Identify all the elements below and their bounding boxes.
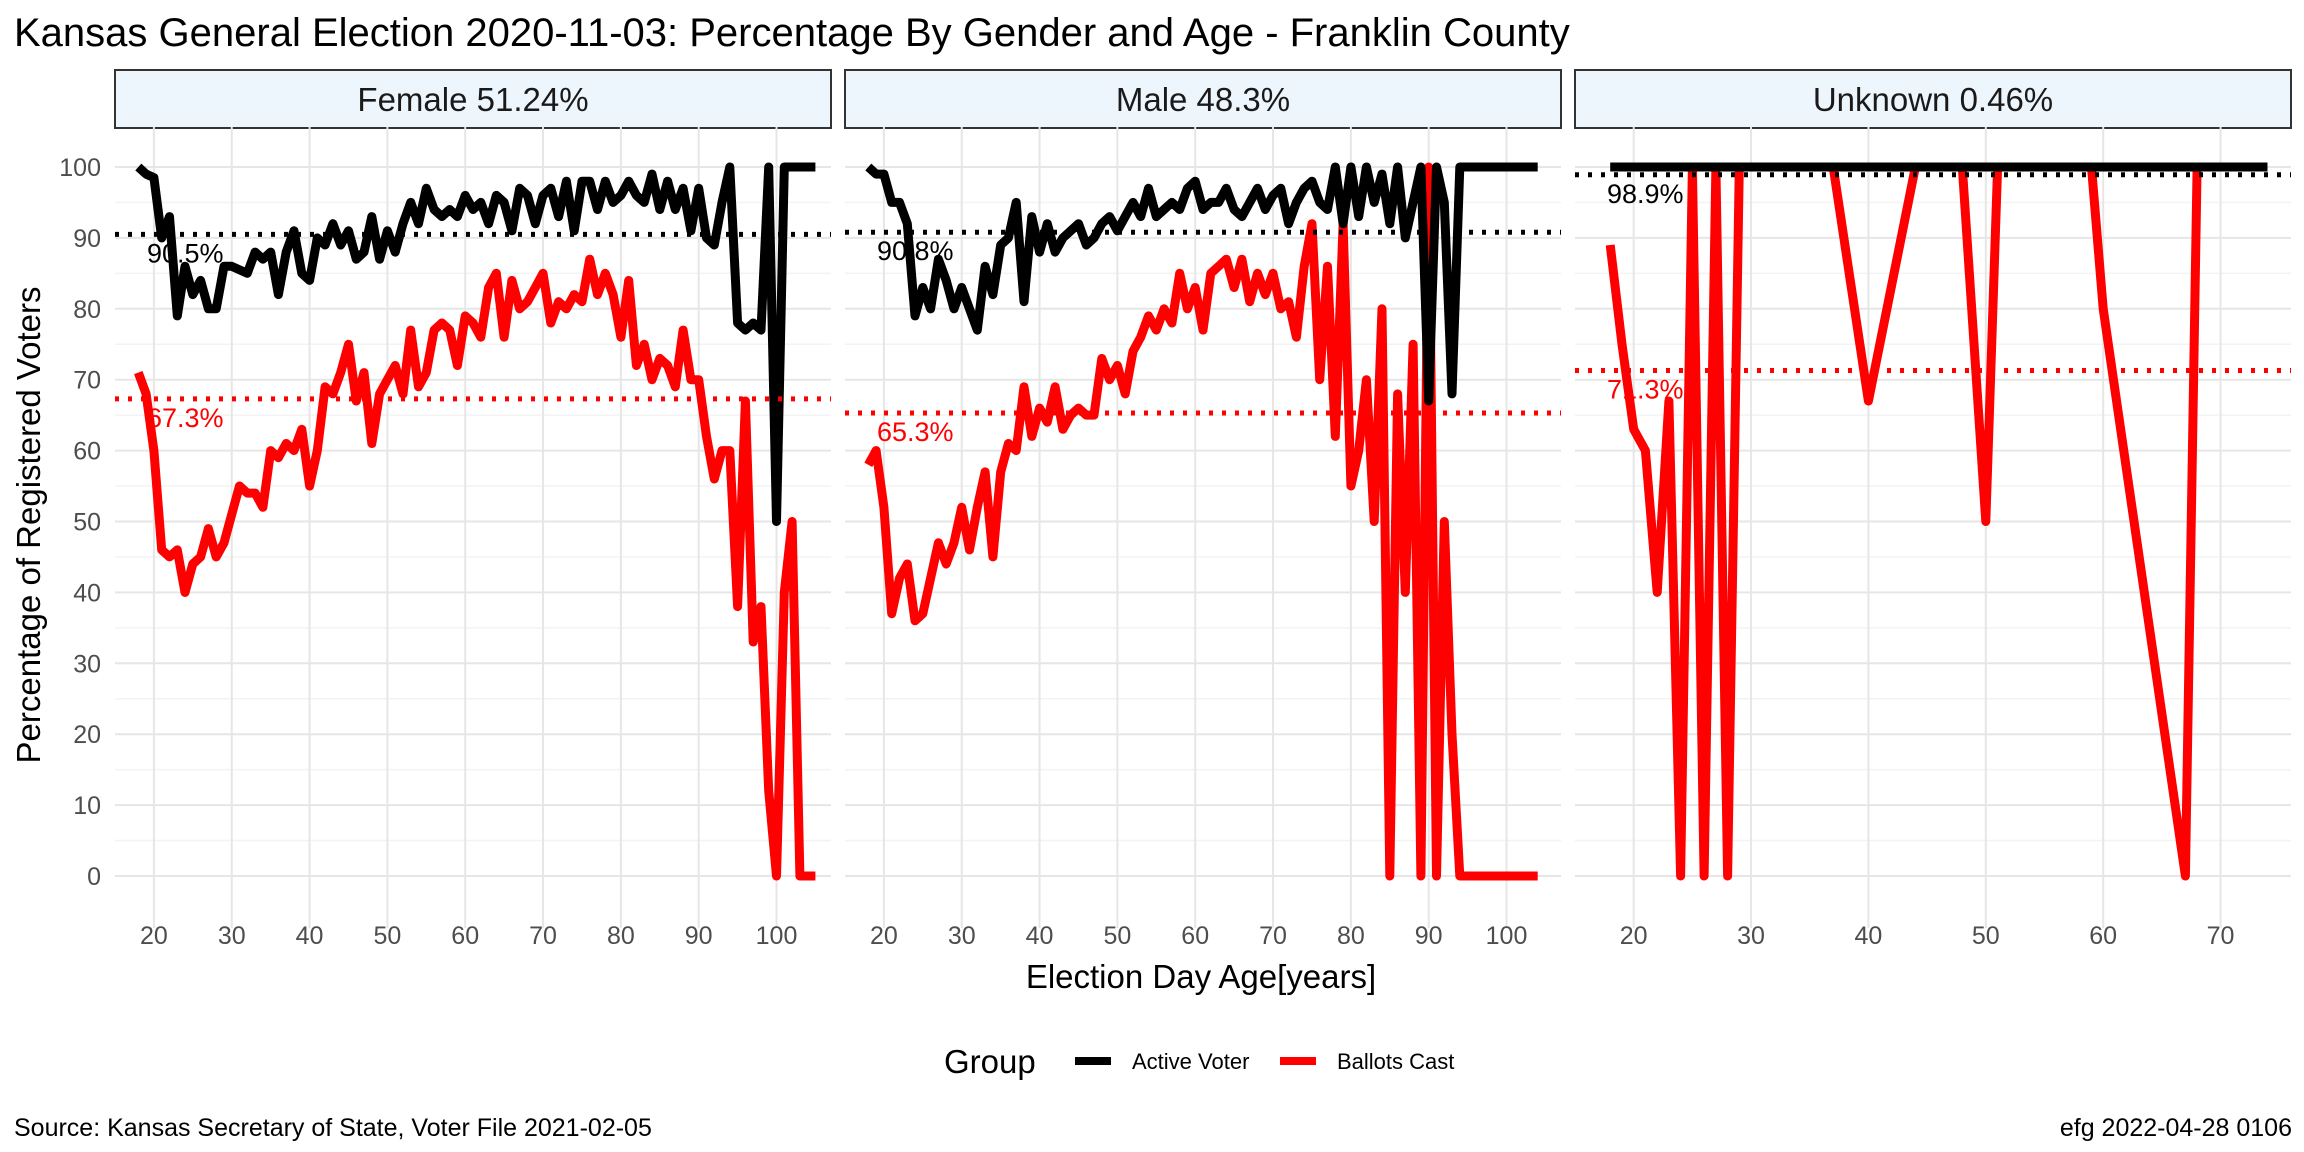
y-tick-label: 80 [73, 296, 101, 324]
source-caption: Source: Kansas Secretary of State, Voter… [14, 1114, 652, 1142]
series-line-active-voter [135, 162, 816, 526]
x-tick-label: 40 [296, 922, 324, 950]
x-tick-label: 100 [1486, 922, 1528, 950]
panel-strip [1574, 69, 2292, 129]
panel-strip [114, 69, 832, 129]
y-tick-label: 30 [73, 650, 101, 678]
x-tick-label: 50 [373, 922, 401, 950]
reference-label-ballots-cast: 71.3% [1607, 374, 1684, 404]
y-tick-label: 10 [73, 792, 101, 820]
y-tick-label: 0 [87, 863, 101, 891]
y-tick-label: 100 [59, 154, 101, 182]
x-tick-label: 20 [870, 922, 898, 950]
x-tick-label: 70 [2207, 922, 2235, 950]
x-tick-label: 30 [218, 922, 246, 950]
y-tick-label: 90 [73, 225, 101, 253]
x-tick-label: 40 [1855, 922, 1883, 950]
x-tick-label: 90 [685, 922, 713, 950]
chart-title: Kansas General Election 2020-11-03: Perc… [14, 11, 1570, 55]
reference-label-ballots-cast: 67.3% [147, 403, 224, 433]
series-line-ballots-cast [134, 254, 816, 881]
x-tick-label: 60 [451, 922, 479, 950]
panel-female-51-24: Female 51.24% 20 30 40 50 60 70 80 90 100 0 10 20 30 4… [59, 69, 832, 950]
y-tick-label: 60 [73, 438, 101, 466]
y-tick-label: 20 [73, 721, 101, 749]
panel-strip-label: Male 48.3% [1116, 81, 1290, 118]
y-axis-title: Percentage of Registered Voters [10, 287, 47, 764]
x-axis-title: Election Day Age[years] [1026, 958, 1376, 995]
panel-strip-label: Female 51.24% [357, 81, 588, 118]
series-line-active-voter [865, 162, 1538, 406]
x-tick-label: 20 [1620, 922, 1648, 950]
x-tick-label: 50 [1972, 922, 2000, 950]
x-tick-label: 60 [2089, 922, 2117, 950]
legend-label-ballots-cast: Ballots Cast [1337, 1049, 1454, 1074]
x-tick-label: 80 [607, 922, 635, 950]
panel-male-48-3: Male 48.3% 20 30 40 50 60 70 80 90 100 90.8% 65.3% [844, 69, 1562, 950]
credit-caption: efg 2022-04-28 0106 [2060, 1114, 2292, 1142]
panel-unknown-0-46: Unknown 0.46% 20 30 40 50 60 70 98.9% 71.3% [1574, 69, 2292, 950]
legend-title: Group [944, 1043, 1036, 1080]
y-tick-label: 40 [73, 579, 101, 607]
x-tick-label: 90 [1415, 922, 1443, 950]
x-tick-label: 100 [756, 922, 798, 950]
reference-label-active-voter: 90.5% [147, 238, 224, 268]
x-tick-label: 70 [1259, 922, 1287, 950]
panels: Female 51.24% 20 30 40 50 60 70 80 90 100 0 10 20 30 4… [59, 69, 2292, 950]
x-tick-label: 40 [1026, 922, 1054, 950]
legend: Group Active Voter Ballots Cast [944, 1043, 1454, 1080]
reference-label-active-voter: 98.9% [1607, 179, 1684, 209]
panel-strip [844, 69, 1562, 129]
x-tick-label: 30 [948, 922, 976, 950]
y-tick-label: 70 [73, 367, 101, 395]
panel-strip-label: Unknown 0.46% [1813, 81, 2053, 118]
x-tick-label: 20 [140, 922, 168, 950]
x-tick-label: 80 [1337, 922, 1365, 950]
legend-label-active-voter: Active Voter [1132, 1049, 1249, 1074]
y-tick-label: 50 [73, 509, 101, 537]
x-tick-label: 60 [1181, 922, 1209, 950]
reference-label-ballots-cast: 65.3% [877, 417, 954, 447]
x-tick-label: 70 [529, 922, 557, 950]
x-tick-label: 50 [1103, 922, 1131, 950]
reference-label-active-voter: 90.8% [877, 236, 954, 266]
x-tick-label: 30 [1737, 922, 1765, 950]
